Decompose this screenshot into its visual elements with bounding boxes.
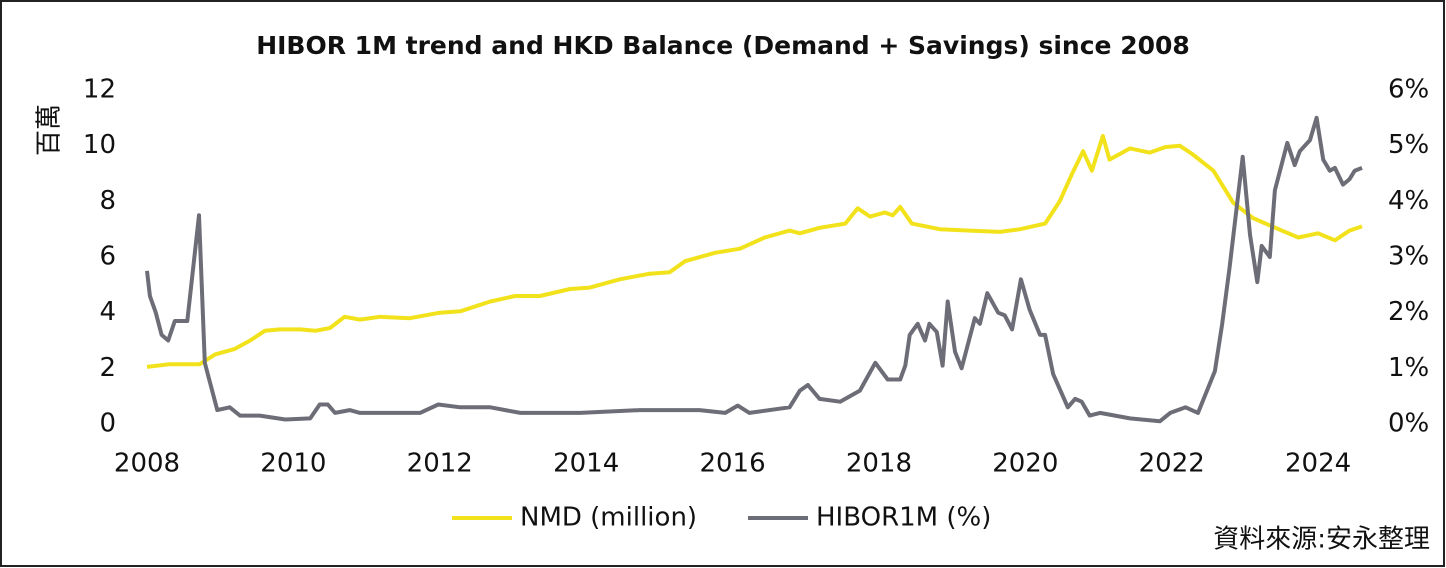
y-tick-label: 12 (83, 75, 116, 105)
y2-tick-label: 0% (1388, 409, 1429, 439)
x-tick-label: 2010 (260, 449, 326, 479)
x-tick-label: 2014 (553, 449, 619, 479)
legend-label: NMD (million) (520, 503, 697, 533)
y2-tick-label: 2% (1388, 297, 1429, 327)
x-tick-label: 2024 (1285, 449, 1351, 479)
series-line (145, 115, 1363, 424)
x-tick-label: 2012 (407, 449, 473, 479)
source-note: 資料來源:安永整理 (1213, 525, 1430, 555)
x-tick-label: 2022 (1139, 449, 1205, 479)
x-tick-label: 2018 (846, 449, 912, 479)
y-tick-label: 10 (83, 130, 116, 160)
y2-tick-label: 6% (1388, 75, 1429, 105)
y-axis-label: 百萬 (35, 104, 65, 156)
y2-tick-label: 1% (1388, 353, 1429, 383)
legend-label: HIBOR1M (%) (816, 503, 991, 533)
chart-title: HIBOR 1M trend and HKD Balance (Demand +… (256, 31, 1190, 60)
y-tick-label: 6 (99, 242, 116, 272)
x-tick-label: 2020 (992, 449, 1058, 479)
y-tick-label: 4 (99, 297, 116, 327)
y2-tick-label: 4% (1388, 186, 1429, 216)
y2-tick-label: 5% (1388, 130, 1429, 160)
x-tick-label: 2008 (114, 449, 180, 479)
y-tick-label: 8 (99, 186, 116, 216)
series-line (146, 133, 1363, 369)
y-tick-label: 0 (99, 409, 116, 439)
y2-tick-label: 3% (1388, 242, 1429, 272)
y-tick-label: 2 (99, 353, 116, 383)
x-tick-label: 2016 (699, 449, 765, 479)
